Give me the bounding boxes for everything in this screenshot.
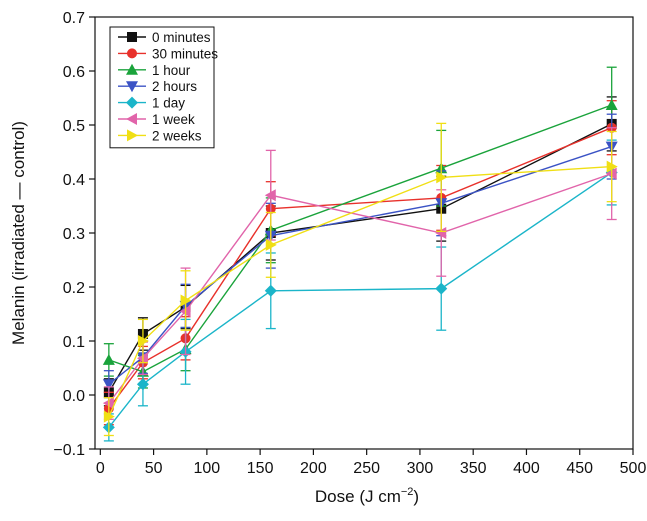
legend-label-3: 2 hours — [152, 79, 197, 94]
legend-marker-5 — [126, 113, 137, 125]
x-tick-label-6: 300 — [407, 460, 434, 477]
series-layer — [102, 66, 618, 442]
series-line-6 — [108, 165, 612, 417]
legend-marker-4 — [126, 96, 138, 109]
legend-marker-1 — [127, 48, 137, 59]
point-4-3 — [264, 284, 277, 297]
y-tick-label-0: −0.1 — [53, 442, 85, 459]
point-6-4 — [436, 171, 448, 184]
legend-box — [109, 26, 215, 149]
axis-layer: 0 50 100 150 200 250 300 350 400 450 500 −0.1 0.0 0.1… — [53, 10, 646, 477]
x-tick-label-1: 50 — [145, 460, 163, 477]
legend-label-1: 30 minutes — [152, 46, 218, 61]
y-tick-label-6: 0.5 — [63, 118, 85, 135]
x-tick-label-10: 500 — [620, 460, 647, 477]
legend-marker-3 — [126, 81, 138, 93]
legend-label-6: 2 weeks — [152, 128, 202, 143]
y-tick-label-2: 0.1 — [63, 334, 85, 351]
point-6-1 — [137, 335, 149, 347]
series-4 — [102, 139, 618, 442]
legend-marker-6 — [127, 129, 138, 142]
point-4-4 — [435, 282, 448, 295]
series-line-4 — [108, 171, 613, 428]
x-tick-label-3: 150 — [247, 460, 274, 477]
x-tick-label-0: 0 — [96, 460, 105, 477]
y-tick-label-3: 0.2 — [63, 280, 85, 297]
x-tick-label-2: 100 — [194, 460, 221, 477]
x-tick-label-5: 250 — [353, 460, 380, 477]
point-5-4 — [435, 227, 447, 239]
x-axis-label: Dose (J cm−2) — [315, 486, 419, 506]
series-1 — [103, 100, 617, 426]
y-tick-label-5: 0.4 — [63, 172, 85, 189]
legend-marker-0 — [127, 32, 137, 42]
legend-label-5: 1 week — [152, 112, 195, 127]
legend-label-4: 1 day — [152, 96, 185, 111]
legend-label-0: 0 minutes — [152, 30, 211, 45]
y-tick-label-1: 0.0 — [63, 388, 85, 405]
point-2-5 — [605, 99, 618, 111]
y-axis-label: Melanin (irradiated — control) — [9, 121, 28, 345]
y-tick-label-4: 0.3 — [63, 226, 85, 243]
legend-label-2: 1 hour — [152, 63, 191, 78]
x-tick-label-8: 400 — [513, 460, 540, 477]
y-tick-label-8: 0.7 — [63, 10, 85, 27]
point-5-3 — [264, 189, 276, 202]
x-tick-label-9: 450 — [566, 460, 593, 477]
series-line-3 — [108, 145, 612, 385]
series-line-5 — [108, 172, 612, 404]
series-6 — [103, 122, 618, 437]
point-6-0 — [103, 410, 115, 423]
point-3-0 — [102, 379, 115, 391]
point-6-5 — [606, 160, 618, 173]
y-tick-label-7: 0.6 — [63, 64, 85, 81]
point-2-0 — [102, 353, 115, 365]
series-line-2 — [108, 104, 612, 373]
point-4-1 — [136, 378, 149, 391]
x-tick-label-4: 200 — [300, 460, 327, 477]
legend-marker-2 — [126, 63, 138, 75]
x-tick-label-7: 350 — [460, 460, 487, 477]
point-6-2 — [180, 294, 192, 307]
point-6-3 — [265, 238, 277, 251]
